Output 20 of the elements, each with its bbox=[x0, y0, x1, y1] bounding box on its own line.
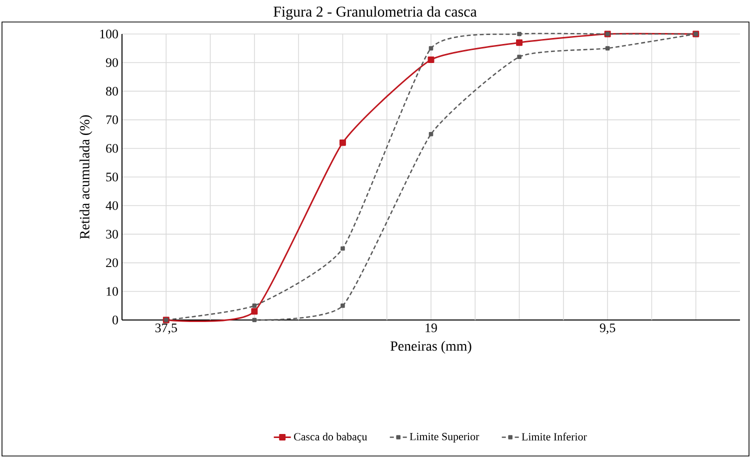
chart-title: Figura 2 - Granulometria da casca bbox=[274, 6, 477, 20]
y-tick-label: 30 bbox=[106, 230, 118, 239]
legend-label: Casca do babaçu bbox=[294, 432, 368, 443]
y-tick-label: 70 bbox=[106, 115, 118, 124]
y-tick-label: 10 bbox=[106, 287, 118, 296]
y-tick-label: 100 bbox=[100, 30, 118, 38]
legend-label: Limite Superior bbox=[410, 432, 480, 442]
y-tick-label: 60 bbox=[106, 144, 118, 153]
y-tick-label: 20 bbox=[106, 258, 118, 268]
y-tick-label: 50 bbox=[106, 172, 118, 182]
x-tick-label: 19 bbox=[426, 324, 437, 332]
y-tick-label: 40 bbox=[106, 201, 118, 210]
x-tick-label: 37,5 bbox=[155, 324, 177, 334]
y-tick-label: 80 bbox=[106, 86, 118, 96]
y-tick-label: 0 bbox=[112, 316, 118, 324]
y-axis-title: Retida acumulada (%) bbox=[80, 115, 92, 239]
legend-label: Limite Inferior bbox=[522, 432, 587, 440]
x-axis-title: Peneiras (mm) bbox=[390, 340, 472, 354]
y-tick-label: 90 bbox=[106, 58, 118, 67]
x-tick-label: 9,5 bbox=[600, 324, 616, 334]
